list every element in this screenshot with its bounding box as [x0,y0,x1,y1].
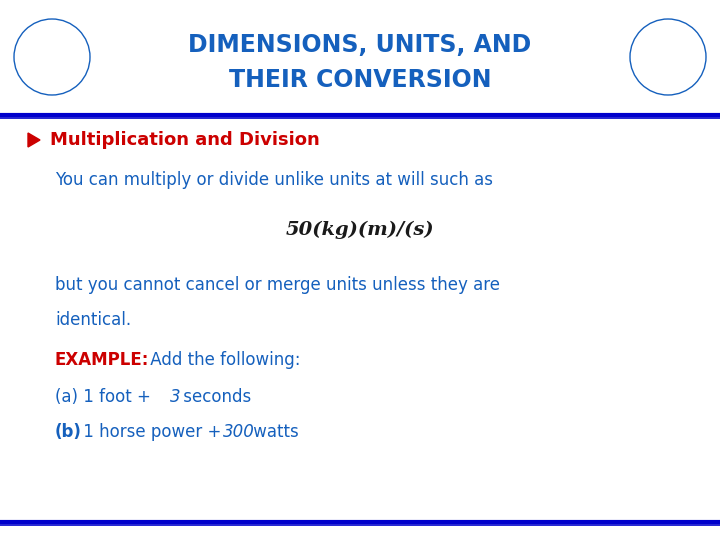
Text: watts: watts [248,423,299,441]
Text: DIMENSIONS, UNITS, AND: DIMENSIONS, UNITS, AND [189,33,531,57]
Text: but you cannot cancel or merge units unless they are: but you cannot cancel or merge units unl… [55,276,500,294]
Text: Add the following:: Add the following: [145,351,300,369]
Text: EXAMPLE:: EXAMPLE: [55,351,149,369]
Text: identical.: identical. [55,311,131,329]
Text: You can multiply or divide unlike units at will such as: You can multiply or divide unlike units … [55,171,493,189]
Text: seconds: seconds [178,388,251,406]
Text: 300: 300 [223,423,255,441]
Polygon shape [28,133,40,147]
Text: 50(kg)(m)/(s): 50(kg)(m)/(s) [286,221,434,239]
Text: (b): (b) [55,423,82,441]
Text: 3: 3 [170,388,181,406]
Text: Multiplication and Division: Multiplication and Division [50,131,320,149]
Text: THEIR CONVERSION: THEIR CONVERSION [229,68,491,92]
Text: (a) 1 foot +: (a) 1 foot + [55,388,156,406]
Text: 1 horse power +: 1 horse power + [78,423,227,441]
